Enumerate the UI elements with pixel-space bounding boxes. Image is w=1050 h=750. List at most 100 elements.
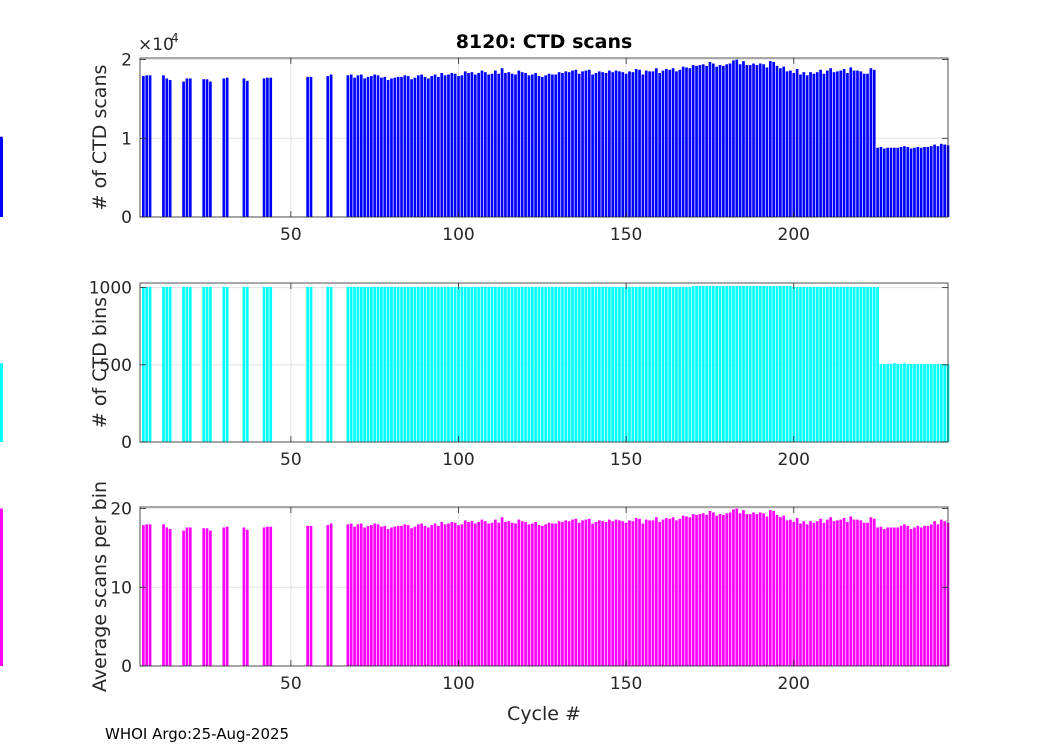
ctd-bins-bar [410, 286, 413, 442]
ctd-bins-bar [517, 286, 521, 442]
avg-scans-bar [416, 524, 420, 666]
ctd-scans-bar [765, 67, 769, 217]
ctd-scans-bar [406, 76, 410, 217]
ctd-bins-bar [678, 286, 682, 442]
ctd-scans-bar [393, 77, 397, 218]
ctd-bins-bar [628, 286, 631, 442]
ctd-bins-bar [601, 286, 605, 442]
ctd-bins-bar [862, 286, 866, 442]
ctd-scans-bar [306, 76, 309, 217]
ctd-scans-bar [913, 147, 916, 217]
avg-scans-bar [467, 521, 470, 666]
ctd-bins-bar [540, 286, 544, 442]
ctd-bins-bar [839, 286, 843, 442]
avg-scans-bar [678, 518, 682, 666]
avg-scans-bar [919, 527, 923, 666]
ctd-scans-bar [497, 73, 501, 218]
ctd-bins-bar [165, 286, 169, 442]
ctd-bins-bar [618, 286, 621, 442]
ctd-bins-bar [772, 286, 775, 442]
avg-scans-bar [567, 521, 571, 666]
ctd-scans-bar [380, 77, 383, 218]
avg-scans-bar [447, 523, 450, 666]
avg-scans-bar [785, 520, 789, 666]
ctd-scans-bar [527, 75, 531, 217]
ctd-bins-bar [584, 286, 588, 442]
ctd-bins-bar [648, 286, 651, 442]
ctd-scans-bar [349, 74, 353, 217]
ctd-bins-bar [919, 364, 923, 442]
ctd-bins-bar [426, 286, 430, 442]
ctd-scans-bar [547, 73, 551, 218]
ctd-scans-bar [614, 70, 618, 217]
avg-scans-bar [497, 522, 501, 666]
ctd-bins-bar [309, 286, 313, 442]
ctd-scans-bar [711, 63, 715, 218]
avg-scans-bar [185, 527, 189, 666]
avg-scans-bar [698, 514, 702, 666]
ctd-scans-bar [564, 71, 568, 217]
ctd-scans-bar [819, 69, 822, 217]
ctd-bins-bar [262, 286, 266, 442]
ctd-scans-bar [919, 147, 923, 217]
avg-scans-bar [648, 520, 651, 666]
avg-scans-bar [839, 519, 843, 666]
ctd-bins-bar [715, 286, 718, 442]
ctd-scans-bar [825, 70, 829, 217]
ctd-scans-bar [520, 72, 524, 217]
ctd-bins-bar [182, 286, 185, 442]
avg-scans-bar [889, 527, 893, 666]
ctd-bins-bar [675, 286, 678, 442]
ctd-scans-bar [470, 72, 474, 217]
avg-scans-bar [832, 521, 836, 666]
ctd-bins-bar [819, 286, 822, 442]
ctd-bins-bar [735, 286, 739, 442]
avg-scans-bar [789, 519, 792, 666]
avg-scans-bar [457, 525, 460, 666]
avg-scans-bar [510, 522, 514, 666]
ctd-bins-bar [524, 286, 527, 442]
ctd-scans-bar [772, 61, 775, 217]
ctd-scans-bar [366, 76, 370, 217]
ctd-scans-bar [651, 71, 655, 217]
avg-scans-bar [420, 523, 423, 666]
avg-scans-bar [862, 522, 866, 666]
ctd-scans-bar [457, 76, 460, 217]
ctd-bins-bar [551, 286, 554, 442]
avg-scans-bar [668, 518, 672, 666]
ctd-bins-bar [943, 364, 946, 442]
ctd-bins-bar [929, 364, 933, 442]
ctd-bins-bar [752, 286, 755, 442]
ctd-scans-bar [202, 79, 206, 217]
ctd-bins-bar [886, 364, 889, 442]
avg-scans-bar [584, 519, 588, 666]
ctd-scans-y-tick-label: 2 [121, 51, 132, 71]
ctd-bins-bar [745, 286, 749, 442]
ctd-scans-bar [225, 77, 229, 218]
avg-scans-bar [396, 525, 400, 666]
avg-scans-bar [732, 509, 735, 666]
avg-scans-bar [899, 525, 903, 666]
ctd-scans-bar [939, 143, 943, 217]
ctd-bins-bar [571, 286, 574, 442]
avg-scans-bar [638, 518, 641, 666]
ctd-scans-bar [654, 68, 658, 217]
ctd-bins-bar [497, 286, 501, 442]
ctd-scans-bar [782, 66, 786, 217]
ctd-scans-bar [755, 65, 759, 217]
ctd-bins-bar [691, 286, 695, 442]
ctd-bins-bar [832, 286, 836, 442]
ctd-bins-bar [370, 286, 373, 442]
ctd-scans-bar [846, 72, 849, 218]
avg-scans-bar [430, 525, 434, 666]
avg-scans-y-tick-label: 10 [110, 578, 132, 598]
ctd-bins-bar [430, 286, 434, 442]
ctd-scans-bar [906, 146, 910, 217]
ctd-bins-bar [923, 364, 926, 442]
avg-scans-bar [551, 523, 554, 666]
avg-scans-bar [470, 521, 474, 666]
ctd-scans-bar [631, 72, 635, 217]
ctd-scans-bar [748, 65, 752, 217]
avg-scans-bar [675, 520, 678, 666]
ctd-scans-bar [524, 72, 527, 218]
